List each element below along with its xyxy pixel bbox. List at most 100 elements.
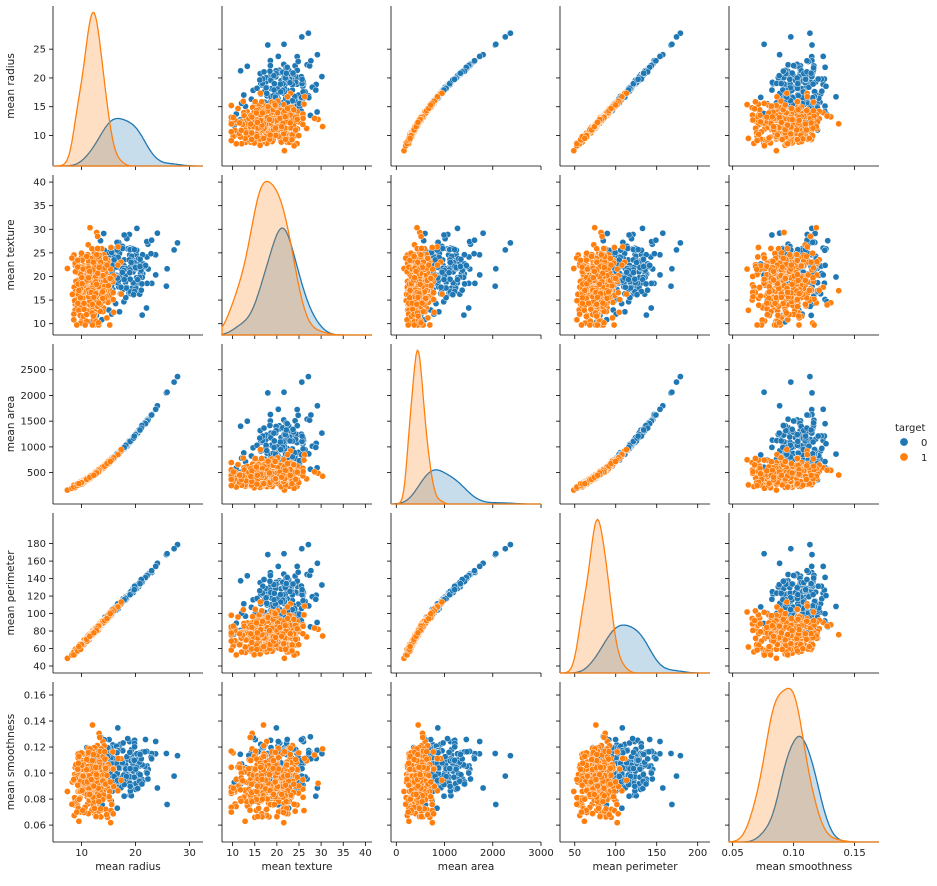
point-series-1 [596, 280, 603, 288]
point-series-0 [621, 308, 629, 316]
point-series-1 [81, 321, 89, 329]
point-series-1 [803, 107, 811, 114]
point-series-1 [99, 288, 107, 296]
point-series-1 [755, 244, 762, 251]
point-series-1 [86, 224, 94, 232]
point-series-1 [581, 135, 589, 142]
point-series-1 [406, 294, 414, 302]
point-series-1 [788, 280, 796, 288]
point-series-1 [576, 310, 583, 318]
point-series-1 [578, 321, 585, 329]
point-series-1 [414, 293, 422, 301]
point-series-0 [640, 69, 648, 77]
point-series-1 [417, 251, 425, 259]
point-series-0 [283, 63, 291, 71]
point-series-1 [583, 313, 590, 320]
point-series-0 [633, 259, 640, 266]
point-series-0 [501, 33, 509, 41]
point-series-1 [577, 256, 584, 264]
y-tick-label: 25 [33, 45, 46, 56]
point-series-0 [305, 29, 312, 37]
point-series-1 [803, 253, 810, 260]
point-series-0 [240, 91, 248, 99]
point-series-1 [606, 255, 614, 262]
point-series-1 [418, 245, 425, 252]
point-series-1 [767, 245, 775, 252]
point-series-0 [787, 33, 795, 41]
point-series-0 [476, 53, 484, 60]
point-series-1 [284, 105, 291, 112]
point-series-1 [413, 300, 421, 308]
point-series-1 [438, 290, 446, 298]
point-series-0 [652, 57, 660, 65]
point-series-1 [94, 245, 101, 252]
point-series-0 [318, 73, 326, 80]
point-series-0 [470, 250, 478, 258]
point-series-0 [821, 63, 829, 71]
point-series-1 [823, 301, 831, 309]
point-series-1 [230, 114, 237, 121]
point-series-1 [810, 98, 817, 106]
point-series-1 [600, 245, 608, 252]
point-series-1 [799, 135, 807, 143]
point-series-1 [80, 299, 88, 307]
point-series-0 [623, 268, 630, 276]
point-series-0 [465, 304, 473, 312]
point-series-0 [457, 263, 464, 270]
panel-0-3 [556, 6, 710, 170]
panel-1-1 [218, 175, 372, 339]
y-axis-label: mean texture [5, 219, 17, 290]
point-series-1 [768, 102, 775, 110]
point-series-0 [814, 75, 822, 83]
point-series-1 [581, 287, 589, 294]
point-series-0 [821, 262, 829, 269]
point-series-1 [427, 275, 435, 282]
point-series-1 [823, 112, 831, 120]
point-series-1 [810, 264, 817, 272]
point-series-1 [815, 287, 823, 294]
point-series-1 [788, 116, 796, 123]
point-series-0 [298, 33, 306, 41]
point-series-1 [749, 116, 757, 124]
point-series-1 [607, 261, 615, 269]
point-series-0 [656, 251, 664, 259]
point-series-1 [573, 316, 581, 324]
point-series-1 [90, 258, 97, 266]
point-series-1 [600, 264, 608, 271]
point-series-1 [227, 128, 235, 136]
point-series-1 [803, 243, 811, 251]
point-series-0 [795, 92, 802, 100]
point-series-0 [440, 231, 448, 239]
point-series-1 [406, 135, 414, 142]
point-series-1 [286, 119, 294, 127]
point-series-1 [570, 265, 578, 272]
y-tick-label: 20 [33, 73, 46, 84]
point-series-1 [95, 299, 103, 307]
point-series-0 [446, 275, 454, 283]
point-series-1 [416, 280, 424, 288]
point-series-0 [634, 75, 642, 83]
point-series-0 [461, 280, 468, 288]
point-series-1 [757, 292, 764, 300]
point-series-0 [646, 262, 654, 269]
point-series-0 [454, 276, 461, 284]
point-series-1 [434, 261, 441, 269]
point-series-1 [794, 303, 802, 310]
point-series-0 [152, 271, 160, 279]
point-series-1 [753, 265, 761, 273]
point-series-1 [743, 101, 751, 108]
point-series-0 [294, 58, 302, 65]
point-series-0 [462, 262, 470, 269]
point-series-1 [70, 310, 78, 318]
point-series-0 [471, 280, 479, 287]
point-series-0 [832, 273, 840, 281]
point-series-0 [667, 282, 675, 290]
point-series-1 [619, 243, 627, 251]
point-series-0 [673, 246, 680, 254]
point-series-1 [778, 118, 785, 126]
point-series-1 [117, 290, 125, 298]
point-series-1 [251, 98, 259, 106]
point-series-0 [130, 291, 137, 299]
